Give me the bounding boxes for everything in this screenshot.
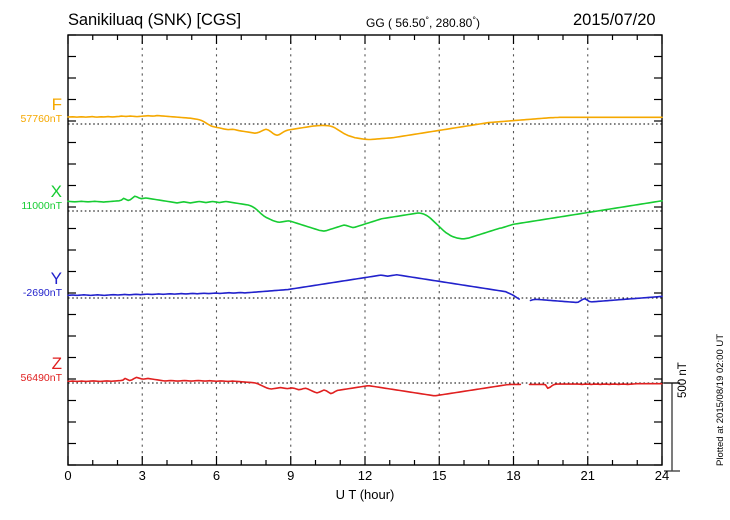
trace-f — [67, 114, 663, 141]
axis-ticks — [67, 34, 663, 466]
component-baseline-y: -2690nT — [22, 286, 62, 299]
component-symbol-y: Y — [50, 269, 62, 288]
component-symbol-f: F — [51, 95, 62, 114]
component-baseline-f: 57760nT — [20, 112, 62, 125]
x-tick-label: 12 — [357, 468, 373, 483]
trace-z — [67, 376, 663, 397]
trace-y — [67, 273, 663, 304]
station-title: Sanikiluaq (SNK) [CGS] — [68, 11, 241, 29]
x-tick-label: 9 — [287, 468, 295, 483]
x-tick-label: 3 — [138, 468, 146, 483]
observation-date: 2015/07/20 — [573, 11, 656, 29]
geo-suffix: ) — [475, 16, 480, 30]
component-symbol-z: Z — [51, 354, 62, 373]
geo-prefix: GG ( — [366, 16, 396, 30]
x-tick-label: 15 — [432, 468, 447, 483]
gridlines-layer — [141, 35, 589, 465]
x-tick-label: 21 — [580, 468, 595, 483]
scale-bar — [662, 382, 680, 472]
geographic-coordinates: GG ( F56.50°, 280.80°) — [366, 15, 480, 30]
geo-separator: , — [428, 16, 436, 30]
x-tick-label: 0 — [64, 468, 72, 483]
scale-bar-label: 500 nT — [677, 362, 689, 398]
component-baseline-x: 11000nT — [21, 199, 62, 212]
x-tick-label: 18 — [506, 468, 521, 483]
geo-lat-value: 56.50 — [395, 16, 426, 30]
data-traces — [67, 114, 663, 397]
component-label-y: Y -2690nT — [23, 270, 62, 299]
component-symbol-x: X — [50, 182, 62, 201]
plotted-timestamp: Plotted at 2015/08/19 02:00 UT — [715, 333, 726, 466]
x-tick-label: 24 — [654, 468, 670, 483]
degree-icon: ° — [425, 15, 429, 25]
trace-x — [67, 195, 663, 240]
x-axis-title: U T (hour) — [335, 487, 395, 502]
geo-lon-value: 280.80 — [435, 16, 473, 30]
component-label-x: X 11000nT — [21, 183, 62, 212]
component-label-z: Z 56490nT — [21, 355, 62, 384]
component-label-f: F 57760nT — [21, 96, 62, 125]
degree-icon: ° — [472, 15, 476, 25]
x-tick-label: 6 — [212, 468, 221, 483]
component-baseline-z: 56490nT — [20, 371, 62, 384]
